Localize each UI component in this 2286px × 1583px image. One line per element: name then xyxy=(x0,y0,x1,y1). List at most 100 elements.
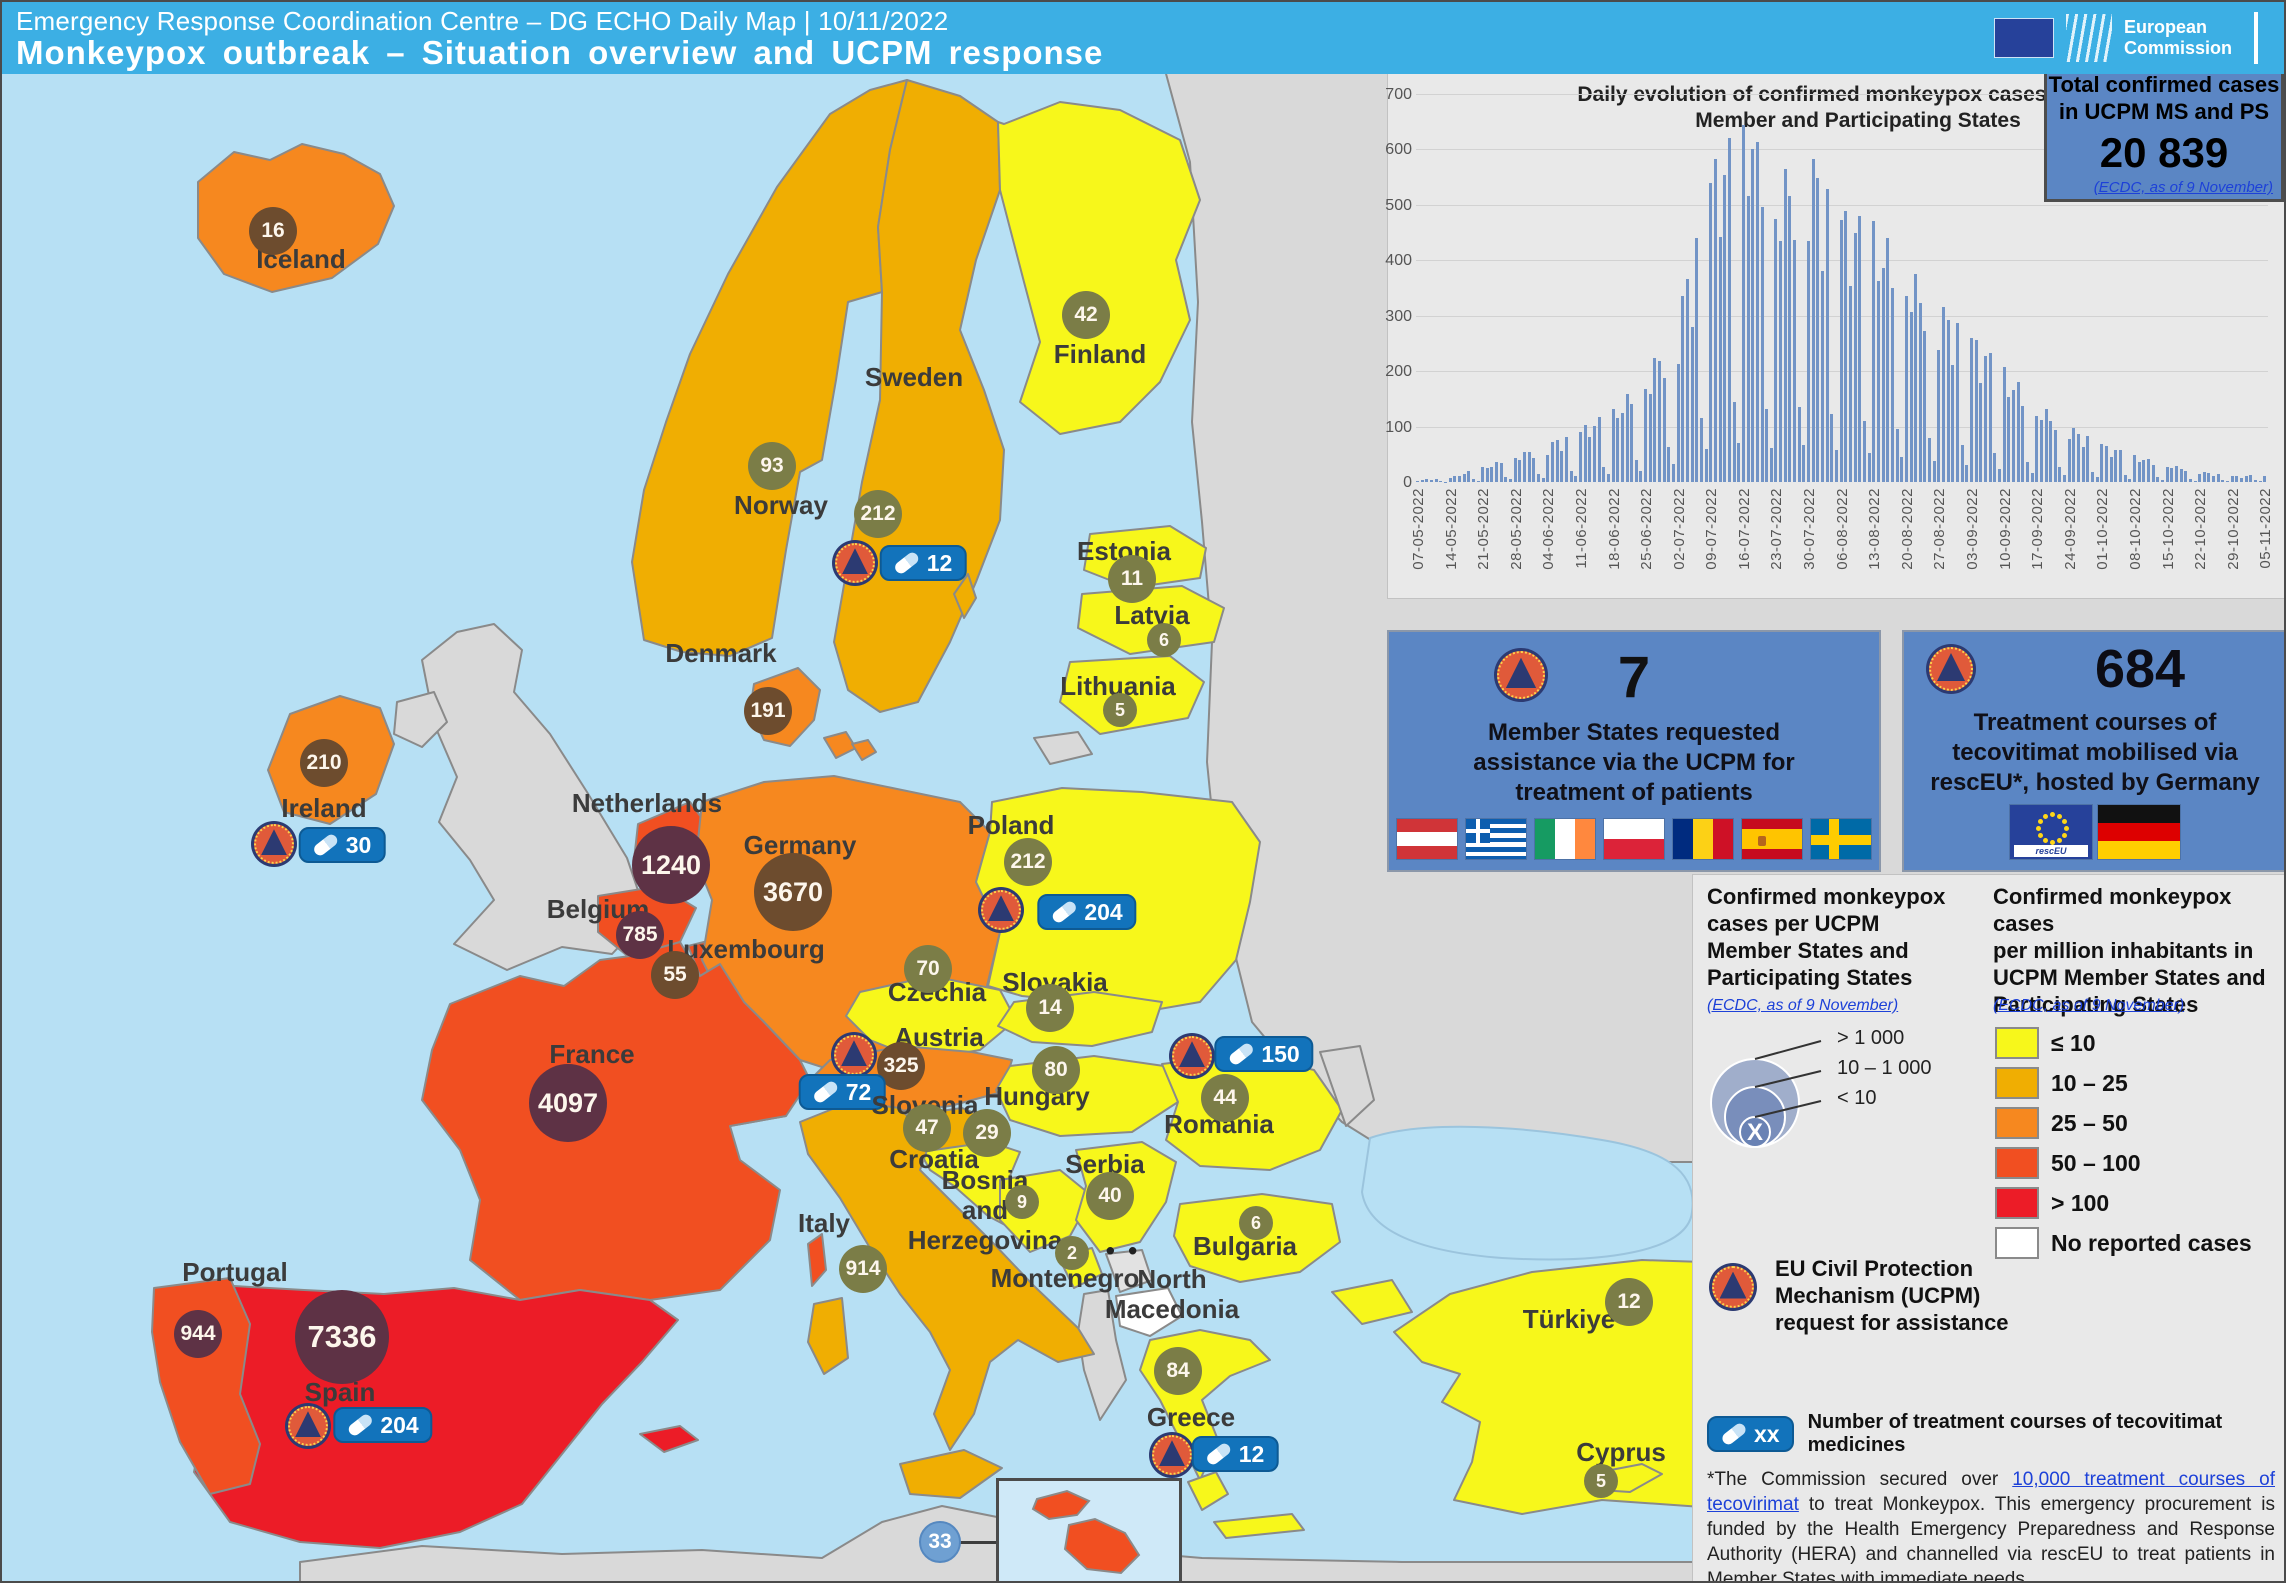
pill-icon xyxy=(1050,899,1079,925)
chart-bar xyxy=(1672,464,1676,482)
inline-link[interactable]: 10,000 treatment courses of tecovirimat xyxy=(1707,1469,2275,1515)
shape-finland xyxy=(997,101,1201,435)
chart-bar xyxy=(2053,429,2057,482)
page-title: Monkeypox outbreak – Situation overview … xyxy=(16,34,1104,71)
country-label-italy: Italy xyxy=(797,1208,851,1238)
chart-bar xyxy=(2025,461,2029,482)
chart-bar xyxy=(2072,427,2076,482)
chart-bar xyxy=(1741,125,1745,482)
chart-bar xyxy=(1495,461,1499,482)
country-cases-badge-hungary: 80 xyxy=(1032,1046,1080,1094)
pill-badge-legend: xx xyxy=(1707,1416,1794,1452)
pill-icon xyxy=(346,1412,375,1438)
rate-swatch-row-gt100: > 100 xyxy=(1995,1187,2109,1219)
country-label-norway: Norway xyxy=(734,490,828,520)
x-tick-01-10-2022: 01-10-2022 xyxy=(2094,488,2112,570)
x-tick-25-06-2022: 25-06-2022 xyxy=(1638,488,1656,570)
y-tick-100: 100 xyxy=(1385,418,1412,436)
chart-bar xyxy=(1499,462,1503,482)
chart-bar xyxy=(1695,238,1699,482)
tecovitimat-pill-badge-sweden: 12 xyxy=(879,545,967,581)
chart-bar xyxy=(2095,477,2099,482)
chart-bar xyxy=(1816,177,1820,482)
chart-bar xyxy=(2007,397,2011,482)
flag-greece xyxy=(1465,818,1527,860)
ucpm-request-icon-poland xyxy=(978,887,1024,933)
shape-moldova xyxy=(1319,1045,1375,1127)
chart-bar xyxy=(1760,206,1764,482)
shape-balearics xyxy=(639,1425,699,1453)
chart-bar xyxy=(2016,382,2020,482)
legend-rate-source-link[interactable]: (ECDC, as of 9 November) xyxy=(1993,997,2185,1014)
country-label-croatia: Croatia xyxy=(889,1144,979,1174)
chart-bar xyxy=(1583,425,1587,482)
country-label-netherlands: Netherlands xyxy=(571,788,723,818)
x-tick-11-06-2022: 11-06-2022 xyxy=(1572,488,1590,569)
ucpm-requests-text: Member States requested assistance via t… xyxy=(1473,719,1795,806)
chart-bar xyxy=(1453,475,1457,482)
country-cases-badge-latvia: 6 xyxy=(1147,623,1181,657)
chart-bar xyxy=(1727,137,1731,482)
country-cases-badge-romania: 44 xyxy=(1201,1074,1249,1122)
chart-bar xyxy=(2156,477,2160,482)
country-cases-badge-denmark: 191 xyxy=(744,687,792,735)
x-tick-23-07-2022: 23-07-2022 xyxy=(1768,488,1786,570)
chart-bar xyxy=(1811,158,1815,482)
chart-bar xyxy=(2240,477,2244,482)
country-cases-badge-netherlands: 1240 xyxy=(632,826,710,904)
chart-bar xyxy=(2202,471,2206,482)
chart-bar xyxy=(1481,466,1485,482)
x-tick-16-07-2022: 16-07-2022 xyxy=(1735,488,1753,570)
x-tick-04-06-2022: 04-06-2022 xyxy=(1540,488,1558,570)
chart-bar xyxy=(2244,475,2248,482)
shape-malta-gozo xyxy=(1031,1489,1091,1521)
tecovitimat-pill-badge-spain: 204 xyxy=(333,1407,433,1443)
chart-bar xyxy=(1485,467,1489,482)
total-cases-label: Total confirmed cases in UCPM MS and PS xyxy=(2048,72,2280,124)
chart-bar xyxy=(1848,285,1852,482)
flag-germany xyxy=(2097,804,2181,860)
x-tick-03-09-2022: 03-09-2022 xyxy=(1964,488,1982,570)
x-tick-05-11-2022: 05-11-2022 xyxy=(2257,488,2275,569)
chart-bar xyxy=(1732,401,1736,482)
chart-bar xyxy=(1611,408,1615,482)
chart-bar xyxy=(1774,218,1778,482)
chart-bar xyxy=(1932,461,1936,482)
country-cases-badge-finland: 42 xyxy=(1062,291,1110,339)
country-label-greece: Greece xyxy=(1146,1402,1236,1432)
chart-bar xyxy=(2160,479,2164,482)
chart-bar xyxy=(2254,480,2258,482)
chart-bar xyxy=(1746,196,1750,482)
chart-bar xyxy=(2021,405,2025,482)
legend-cases-source-link[interactable]: (ECDC, as of 9 November) xyxy=(1707,997,1899,1014)
x-tick-28-05-2022: 28-05-2022 xyxy=(1507,488,1525,570)
resceu-flags: rescEU xyxy=(1904,804,2284,860)
chart-bar xyxy=(2188,479,2192,482)
x-tick-24-09-2022: 24-09-2022 xyxy=(2061,488,2079,570)
legend-cases-title: Confirmed monkeypox cases per UCPM Membe… xyxy=(1707,884,1946,990)
tecovitimat-pill-badge-ireland: 30 xyxy=(298,827,386,863)
chart-bar xyxy=(2002,367,2006,482)
chart-bar xyxy=(1765,408,1769,482)
chart-bar xyxy=(1993,453,1997,482)
country-cases-badge-france: 4097 xyxy=(529,1064,607,1142)
chart-bar xyxy=(1942,307,1946,482)
rate-swatch-row-le10: ≤ 10 xyxy=(1995,1027,2096,1059)
x-tick-17-09-2022: 17-09-2022 xyxy=(2029,488,2047,570)
rate-swatch-r25_50 xyxy=(1995,1107,2039,1139)
pill-icon xyxy=(1227,1041,1256,1067)
shape-lithuania xyxy=(1059,655,1205,735)
chart-bar xyxy=(1802,445,1806,482)
chart-bar xyxy=(1723,174,1727,482)
ucpm-request-icon-ireland xyxy=(251,821,297,867)
chart-bar xyxy=(2165,467,2169,482)
chart-bar xyxy=(1914,273,1918,482)
chart-bar xyxy=(2123,474,2127,482)
total-cases-source-link[interactable]: (ECDC, as of 9 November) xyxy=(2093,179,2273,196)
x-tick-09-07-2022: 09-07-2022 xyxy=(1703,488,1721,570)
rate-swatch-r50_100 xyxy=(1995,1147,2039,1179)
chart-plot: 0 100 200 300 400 500 600 700 xyxy=(1385,86,2268,491)
chart-bar xyxy=(1872,221,1876,482)
rate-swatch-row-none: No reported cases xyxy=(1995,1227,2252,1259)
x-tick-20-08-2022: 20-08-2022 xyxy=(1898,488,1916,570)
